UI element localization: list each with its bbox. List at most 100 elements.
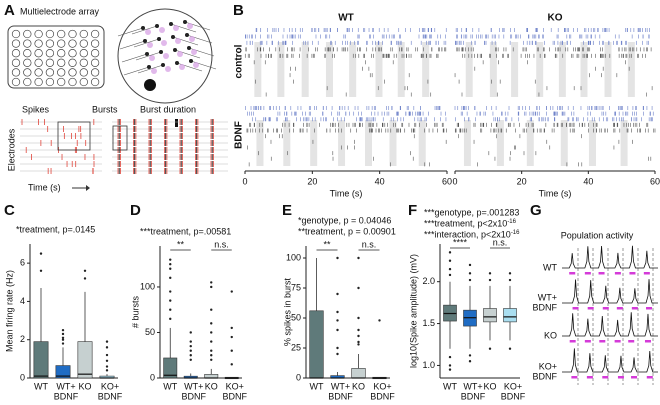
y-tick-label: 75	[291, 282, 301, 292]
burst-marker	[646, 307, 653, 310]
outlier	[448, 251, 452, 254]
x-tick-label: KO+	[101, 381, 119, 391]
well	[57, 77, 66, 87]
burst-shade	[254, 42, 262, 97]
burst-shade	[283, 120, 291, 166]
x-tick-label: BDNF	[98, 391, 123, 401]
burst-marker	[569, 272, 576, 275]
outlier	[488, 272, 492, 275]
outlier	[488, 278, 492, 282]
burst-shade	[496, 120, 504, 166]
well	[68, 39, 77, 48]
outlier	[189, 344, 192, 348]
burst-shade	[310, 120, 318, 166]
burst-marker	[599, 340, 606, 343]
burst-shade	[558, 42, 566, 97]
outlier	[357, 316, 360, 320]
outlier	[357, 343, 360, 346]
x-tick-label: 20	[307, 176, 317, 186]
neuron	[147, 42, 153, 48]
burst-marker	[572, 307, 579, 310]
outlier	[61, 338, 65, 341]
outlier	[230, 290, 233, 293]
outlier	[210, 349, 213, 352]
burst-shade	[375, 42, 383, 97]
burst-shade	[536, 42, 544, 97]
neuron	[193, 62, 199, 68]
outlier	[169, 317, 172, 321]
x-tick-label: BDNF	[223, 391, 248, 401]
well	[11, 29, 21, 39]
outlier	[105, 353, 109, 357]
burst-shade	[277, 42, 285, 97]
outlier	[336, 292, 339, 296]
outlier	[61, 342, 65, 345]
burst-marker	[602, 376, 609, 379]
sig-label: n.s.	[362, 239, 377, 249]
x-tick-label: 40	[375, 176, 385, 186]
x-tick-label: WT+	[56, 381, 75, 391]
x-tick-label: BDNF	[501, 391, 526, 401]
x-tick-label: WT	[443, 381, 457, 391]
activity-trace	[562, 245, 658, 269]
x-tick-label: KO	[78, 381, 91, 391]
neuron	[159, 27, 165, 33]
well	[45, 77, 55, 87]
well	[68, 68, 77, 77]
row-label: BDNF	[234, 121, 245, 149]
well	[57, 39, 66, 48]
electrode	[171, 35, 175, 39]
electrode-wire	[123, 66, 150, 76]
box	[163, 357, 178, 379]
electrode-wire	[133, 38, 160, 48]
y-tick-label: 50	[145, 327, 155, 337]
well	[79, 49, 88, 58]
outlier	[61, 328, 65, 332]
burst-shade	[463, 120, 471, 166]
stat-text: ***genotype, p=.001283	[424, 207, 519, 217]
panel-letter: C	[4, 202, 15, 219]
electrode	[169, 22, 173, 26]
burst-shade	[338, 120, 346, 166]
well	[90, 58, 100, 67]
electrode	[141, 26, 145, 30]
electrode	[175, 61, 179, 65]
neuron	[165, 66, 171, 72]
burst-marker	[569, 340, 576, 343]
y-tick-label: 1.0	[422, 360, 435, 370]
outlier	[210, 340, 213, 343]
well	[11, 58, 21, 67]
burst-shade	[604, 42, 612, 97]
outlier	[61, 336, 65, 339]
neuron	[151, 68, 157, 74]
electrode	[185, 33, 189, 37]
outlier	[488, 347, 492, 350]
sig-label: **	[177, 239, 185, 249]
outlier	[336, 256, 339, 260]
electrode	[143, 39, 147, 43]
outlier	[189, 349, 192, 352]
y-tick-label: 2.0	[422, 276, 435, 286]
burst-marker	[598, 272, 605, 275]
outlier	[169, 267, 172, 270]
well	[45, 39, 55, 48]
outlier	[169, 258, 172, 261]
panel-letter: D	[130, 202, 141, 219]
outlier	[230, 349, 233, 352]
outlier	[189, 358, 192, 361]
burst-marker	[644, 340, 651, 343]
well	[90, 68, 100, 77]
outlier	[357, 334, 360, 338]
duration-marker	[175, 119, 178, 127]
box	[33, 341, 49, 379]
burst-shade	[397, 42, 405, 97]
stat-text: ***treatment, p=.00581	[140, 226, 231, 236]
stat-text: ***treatment, p<2x10-16	[424, 218, 517, 228]
burst-marker	[631, 307, 638, 310]
electrode	[187, 46, 191, 50]
well	[34, 49, 43, 58]
well	[79, 39, 88, 48]
outlier	[357, 328, 360, 332]
sig-label: **	[323, 239, 331, 249]
outlier	[210, 331, 213, 334]
